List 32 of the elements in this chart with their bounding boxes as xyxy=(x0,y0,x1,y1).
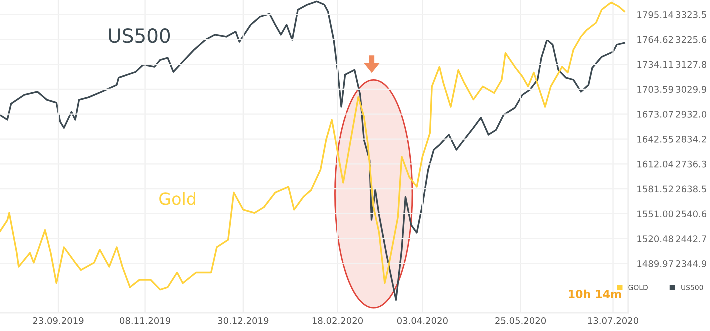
x-tick-label: 23.09.2019 xyxy=(33,317,84,324)
y2-tick-label: 2736.3 xyxy=(676,160,706,168)
y-tick-label: 1551.00 xyxy=(638,210,674,218)
x-tick-label: 08.11.2019 xyxy=(120,317,171,324)
y-tick-label: 1520.48 xyxy=(638,236,674,242)
y-tick-label: 1581.52 xyxy=(638,186,674,193)
y-tick-label: 1764.62 xyxy=(638,36,674,44)
y2-tick-label: 2638.5 xyxy=(676,186,706,193)
y2-tick-label: 3127.8 xyxy=(676,61,707,68)
y-tick-label: 1734.11 xyxy=(638,61,674,68)
x-tick-label: 13.07.2020 xyxy=(588,317,638,324)
y2-tick-label: 3029.9 xyxy=(676,86,707,93)
y2-tick-label: 2442.7 xyxy=(676,236,706,242)
y-tick-label: 1795.14 xyxy=(638,11,674,18)
y-tick-label: 1673.07 xyxy=(638,111,674,118)
y-tick-label: 1489.97 xyxy=(638,260,674,268)
y2-tick-label: 2344.9 xyxy=(676,260,707,268)
x-tick-label: 03.04.2020 xyxy=(397,317,448,324)
annotation: 10h 14m xyxy=(569,290,622,298)
x-tick-label: 25.05.2020 xyxy=(496,317,546,324)
y2-tick-label: 3225.6 xyxy=(676,36,707,44)
y2-tick-label: 3323.5 xyxy=(676,11,706,18)
x-tick-label: 18.02.2020 xyxy=(312,317,364,324)
y-tick-label: 1612.04 xyxy=(638,160,674,168)
y-tick-label: 1703.59 xyxy=(638,86,674,94)
annotation: US500 xyxy=(109,28,170,44)
x-tick-label: 30.12.2019 xyxy=(218,317,269,324)
y2-tick-label: 2932.0 xyxy=(676,111,707,118)
y2-tick-label: 2834.2 xyxy=(676,136,706,143)
annotation: Gold xyxy=(160,192,196,206)
y2-tick-label: 2540.6 xyxy=(676,210,707,218)
y-tick-label: 1642.55 xyxy=(638,136,674,143)
